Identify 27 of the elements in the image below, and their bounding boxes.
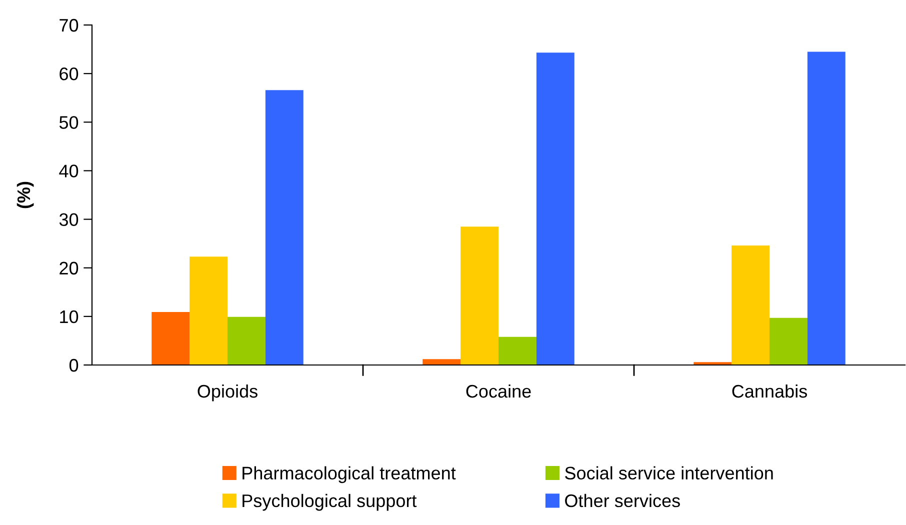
x-tick-label: Opioids (198, 384, 258, 402)
bar (460, 226, 498, 365)
bar (732, 246, 770, 365)
y-tick-label: 0 (69, 358, 78, 372)
x-tick-label: Cocaine (466, 384, 531, 398)
y-tick-label: 10 (60, 310, 78, 324)
legend-label: Psychological support (242, 494, 417, 511)
y-tick-label: 40 (59, 164, 78, 178)
bar (190, 256, 228, 365)
bar (265, 90, 304, 365)
y-tick-label: 60 (60, 68, 78, 80)
y-tick-label: 20 (60, 262, 78, 275)
bar (770, 318, 808, 365)
y-axis-title: (%) (16, 182, 34, 208)
legend-label: Social service intervention (565, 466, 773, 480)
legend-label: Pharmacological treatment (242, 466, 456, 484)
bar (536, 52, 574, 365)
y-tick-label: 30 (59, 213, 78, 226)
bar (498, 336, 536, 365)
y-tick-label: 70 (60, 18, 78, 32)
bar (807, 52, 846, 365)
bar (152, 312, 190, 365)
bar (228, 316, 266, 365)
x-tick-label: Cannabis (732, 384, 807, 398)
y-tick-label: 50 (59, 116, 78, 129)
legend-label: Other services (565, 494, 680, 508)
bar (422, 359, 461, 365)
